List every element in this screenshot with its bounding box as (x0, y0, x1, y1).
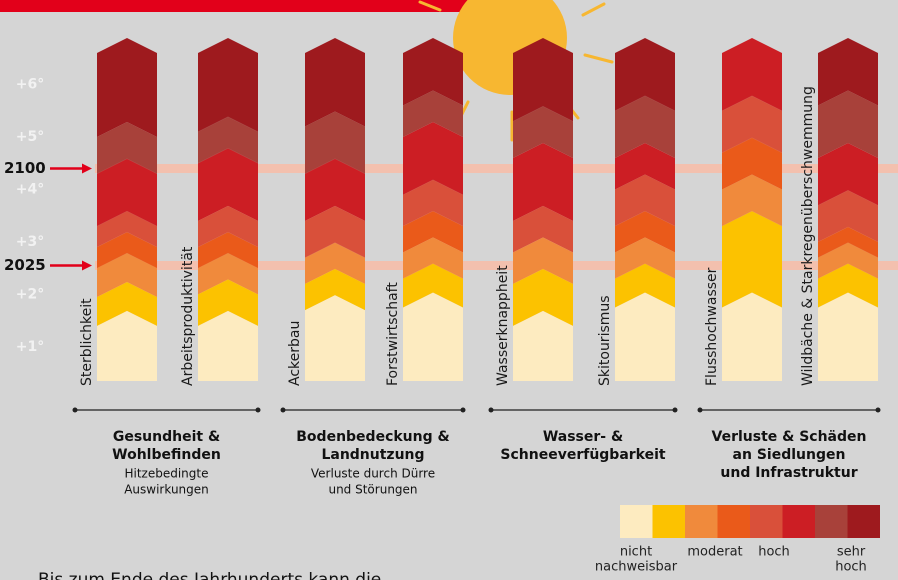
group-dot (73, 408, 78, 413)
group-title: Wasser- & (543, 429, 623, 445)
ember-segment (722, 293, 782, 381)
legend-label: sehr (837, 545, 866, 560)
column-label: Forstwirtschaft (385, 282, 401, 386)
group-title: Verluste & Schäden (712, 429, 867, 445)
group-subtitle: und Störungen (328, 483, 417, 497)
page: +1° +2° +3° +4° +5° +6° 2100 2025 Sterblichkeit A… (0, 0, 898, 580)
legend-label: nicht (620, 545, 652, 560)
legend-swatch (620, 505, 653, 538)
group-title: Gesundheit & (113, 429, 220, 445)
legend-label: hoch (835, 560, 867, 575)
group-title: Wohlbefinden (112, 447, 221, 463)
title-banner (0, 0, 468, 12)
column-label: Flusshochwasser (704, 267, 720, 386)
y-tick-label: +2° (16, 286, 44, 302)
group-dot (489, 408, 494, 413)
column-label: Ackerbau (287, 321, 303, 386)
legend-label: hoch (758, 545, 790, 560)
column-label: Wildbäche & Starkregenüberschwemmung (800, 86, 816, 386)
ember-segment (818, 293, 878, 381)
legend-label: moderat (687, 545, 742, 560)
y-tick-label: +5° (16, 129, 44, 145)
y-tick-label: +3° (16, 234, 44, 250)
group-dot (461, 408, 466, 413)
group-dot (256, 408, 261, 413)
marker-label: 2025 (4, 256, 46, 274)
legend-swatch (750, 505, 783, 538)
group-dot (673, 408, 678, 413)
legend-swatch (653, 505, 686, 538)
ember-segment (513, 311, 573, 381)
ember-segment (305, 295, 365, 381)
group-title: Landnutzung (321, 447, 424, 463)
column-label: Skitourismus (597, 295, 613, 386)
legend-swatch (848, 505, 881, 538)
y-tick-label: +1° (16, 339, 44, 355)
marker-arrowhead (82, 261, 92, 271)
footer-text: Bis zum Ende des Jahrhunderts kann die (38, 570, 381, 580)
legend-swatch (685, 505, 718, 538)
group-dot (281, 408, 286, 413)
marker-arrowhead (82, 163, 92, 173)
group-title: Schneeverfügbarkeit (500, 447, 666, 463)
y-tick-label: +4° (16, 181, 44, 197)
ember-segment (615, 293, 675, 381)
y-tick-label: +6° (16, 76, 44, 92)
column-label: Arbeitsproduktivität (180, 246, 196, 386)
ember-segment (403, 293, 463, 381)
group-dot (698, 408, 703, 413)
column-label: Wasserknappheit (495, 265, 511, 386)
group-dot (876, 408, 881, 413)
group-title: an Siedlungen (733, 447, 846, 463)
ember-segment (97, 311, 157, 381)
group-subtitle: Auswirkungen (124, 483, 209, 497)
column-label: Sterblichkeit (79, 298, 95, 386)
legend-label: nachweisbar (595, 560, 678, 575)
chart: +1° +2° +3° +4° +5° +6° 2100 2025 Sterblichkeit A… (0, 0, 898, 580)
group-subtitle: Verluste durch Dürre (311, 467, 435, 481)
legend-swatch (783, 505, 816, 538)
ember-segment (198, 311, 258, 381)
legend-swatch (815, 505, 848, 538)
group-title: Bodenbedeckung & (296, 429, 449, 445)
group-subtitle: Hitzebedingte (124, 467, 208, 481)
group-title: und Infrastruktur (720, 465, 857, 481)
marker-label: 2100 (4, 159, 46, 177)
legend-swatch (718, 505, 751, 538)
